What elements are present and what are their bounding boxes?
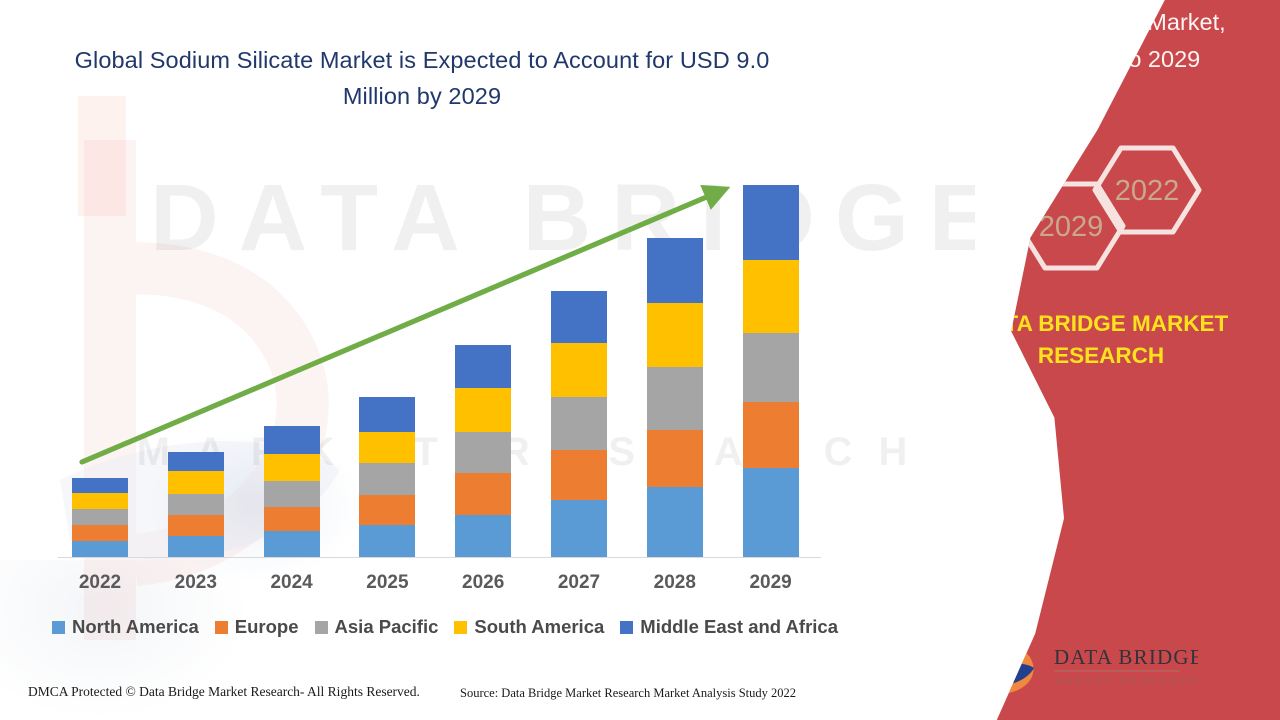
dmca-notice: DMCA Protected © Data Bridge Market Rese… <box>28 684 420 699</box>
legend-item: South America <box>454 616 604 638</box>
legend-swatch <box>52 620 65 634</box>
legend-swatch <box>314 620 328 634</box>
svg-text:2029: 2029 <box>1039 211 1104 243</box>
chart-panel: DATA BRIDGE MARKET RESEARCH Global Sodiu… <box>0 47 975 720</box>
source-note: Source: Data Bridge Market Research Mark… <box>460 686 797 700</box>
hexagon-2029-icon: 2029 <box>1016 181 1126 271</box>
chart-legend: North America Europe Asia Pacific South Ame… <box>52 616 838 638</box>
legend-swatch <box>214 620 228 634</box>
hexagon-year-badges: 2022 2029 <box>1016 145 1202 271</box>
svg-text:MARKET RESEARCH: MARKET RESEARCH <box>1055 676 1198 686</box>
legend-item: Middle East and Africa <box>620 616 838 638</box>
legend-swatch <box>454 620 468 634</box>
legend-label: Asia Pacific <box>334 616 439 637</box>
svg-text:2022: 2022 <box>1115 175 1180 207</box>
hexagon-2022-icon: 2022 <box>1092 145 1202 235</box>
brand-name: DATA BRIDGE MARKET RESEARCH <box>973 311 1229 368</box>
legend-swatch <box>620 620 634 634</box>
legend-item: Asia Pacific <box>314 616 439 638</box>
legend-label: South America <box>474 616 605 637</box>
legend-item: Europe <box>214 616 299 638</box>
svg-text:DATA BRIDGE: DATA BRIDGE <box>1054 645 1198 669</box>
legend-label: North America <box>72 616 199 637</box>
page-title: Global Sodium Silicate Market is Expecte… <box>74 47 770 109</box>
legend-item: North America <box>52 616 199 638</box>
legend-label: Europe <box>234 616 299 637</box>
data-bridge-logo-icon: DATA BRIDGE MARKET RESEARCH <box>996 634 1198 695</box>
green-growth-arrow-icon <box>79 185 731 465</box>
legend-label: Middle East and Africa <box>640 616 838 637</box>
